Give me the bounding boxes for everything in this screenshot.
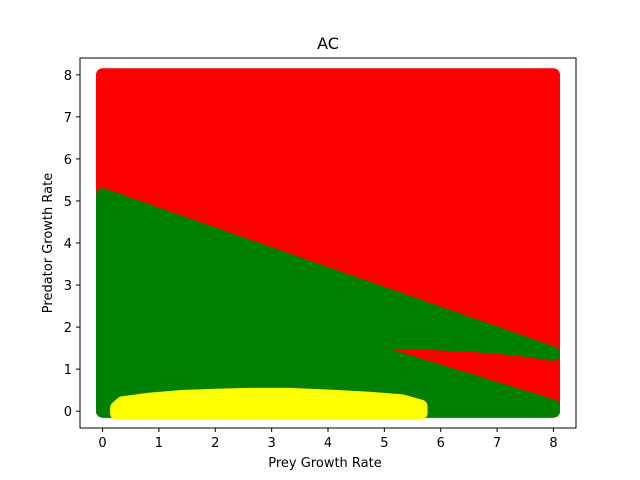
x-tick-label: 2 [211,436,219,451]
y-tick-label: 6 [64,153,72,168]
x-tick-label: 8 [549,436,557,451]
y-tick-label: 5 [64,195,72,210]
y-axis: 0 1 2 3 4 5 6 7 8 [64,69,80,420]
chart-title: AC [317,34,339,53]
y-axis-label: Predator Growth Rate [41,173,56,313]
plot-area [96,68,560,420]
x-tick-label: 4 [324,436,332,451]
y-tick-label: 8 [64,69,72,84]
yellow-region [110,387,428,420]
y-tick-label: 3 [64,279,72,294]
x-tick-label: 0 [98,436,106,451]
x-tick-label: 6 [437,436,445,451]
x-axis-label: Prey Growth Rate [268,456,382,471]
y-tick-label: 1 [64,363,72,378]
y-tick-label: 2 [64,321,72,336]
y-tick-label: 4 [64,237,72,252]
x-tick-label: 1 [155,436,163,451]
y-tick-label: 7 [64,111,72,126]
y-tick-label: 0 [64,405,72,420]
x-tick-label: 5 [380,436,388,451]
x-tick-label: 3 [267,436,275,451]
x-tick-label: 7 [493,436,501,451]
x-axis: 0 1 2 3 4 5 6 7 8 [98,428,558,451]
